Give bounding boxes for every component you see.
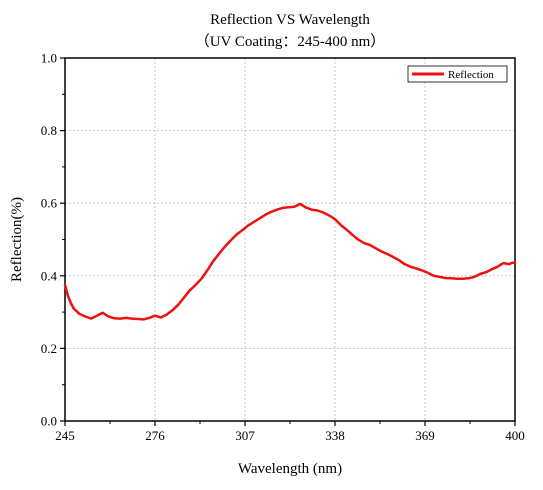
y-tick-label: 0.4 <box>41 268 58 283</box>
x-tick-label: 369 <box>415 428 435 443</box>
x-axis-label: Wavelength (nm) <box>238 461 342 477</box>
y-tick-label: 0.2 <box>41 341 57 356</box>
series-layer <box>63 202 517 321</box>
series-line-reflection <box>63 202 517 321</box>
legend: Reflection <box>407 65 508 83</box>
y-tick-label: 0.8 <box>41 123 57 138</box>
x-tick-label: 338 <box>325 428 345 443</box>
plot-frame <box>64 57 516 422</box>
y-tick-label: 1.0 <box>41 51 57 66</box>
legend-entry-reflection: Reflection <box>448 69 494 81</box>
y-axis-label: Reflection(%) <box>9 197 25 282</box>
y-tick-label: 0.6 <box>41 196 58 211</box>
grid <box>65 58 515 421</box>
y-tick-label: 0.0 <box>41 414 57 429</box>
x-tick-label: 276 <box>145 428 165 443</box>
x-tick-label: 307 <box>235 428 255 443</box>
x-tick-label: 245 <box>55 428 75 443</box>
x-tick-label: 400 <box>505 428 525 443</box>
chart-subtitle: （UV Coating：245-400 nm） <box>195 33 386 50</box>
axis-ticks: 245 276 307 338 369 400 0.0 0.2 0.4 0.6 0.8 1.0 <box>41 51 525 444</box>
legend-box <box>407 65 508 83</box>
chart-title: Reflection VS Wavelength <box>210 12 370 28</box>
